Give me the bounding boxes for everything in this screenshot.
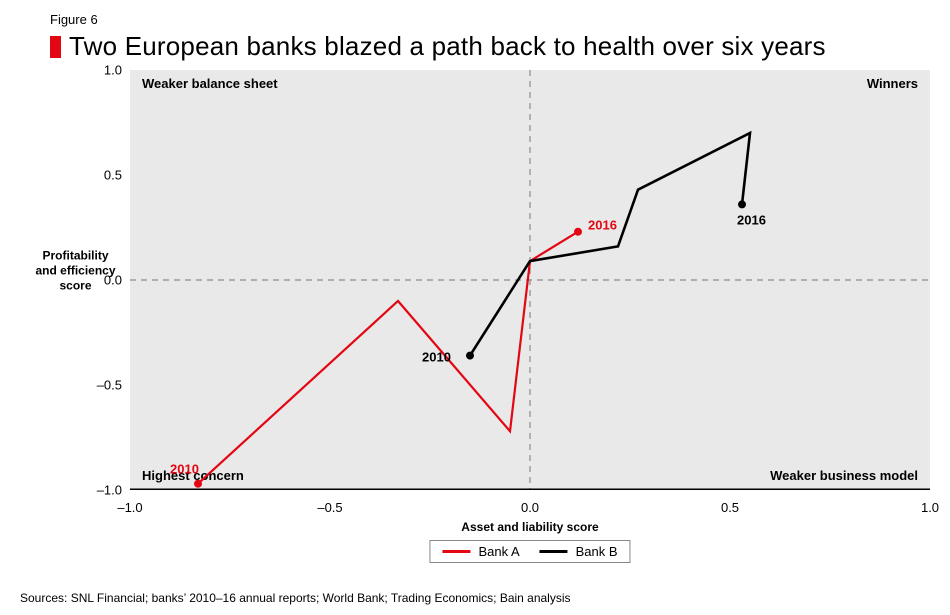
x-tick-label: –1.0 <box>117 500 142 515</box>
y-axis-label-l1: Profitability <box>42 249 108 263</box>
sources-line: Sources: SNL Financial; banks’ 2010–16 a… <box>20 591 571 605</box>
figure-label: Figure 6 <box>50 12 930 27</box>
y-tick-label: –0.5 <box>80 378 122 393</box>
chart-title: Two European banks blazed a path back to… <box>69 31 826 62</box>
legend-swatch-b <box>540 550 568 553</box>
svg-text:2016: 2016 <box>737 212 766 227</box>
y-tick-label: –1.0 <box>80 483 122 498</box>
x-tick-label: –0.5 <box>317 500 342 515</box>
y-tick-label: 0.5 <box>80 168 122 183</box>
svg-text:2010: 2010 <box>170 462 199 477</box>
x-axis-label: Asset and liability score <box>461 520 598 534</box>
svg-text:2010: 2010 <box>422 350 451 365</box>
title-marker <box>50 36 61 58</box>
svg-text:Winners: Winners <box>867 76 918 91</box>
legend-item-bank-a: Bank A <box>442 544 519 559</box>
title-row: Two European banks blazed a path back to… <box>50 31 930 62</box>
x-tick-label: 1.0 <box>921 500 939 515</box>
plot-area: Weaker balance sheetWinnersHighest conce… <box>130 70 930 490</box>
svg-text:Weaker business model: Weaker business model <box>770 468 918 483</box>
svg-text:Weaker balance sheet: Weaker balance sheet <box>142 76 278 91</box>
legend-swatch-a <box>442 550 470 553</box>
legend-label-b: Bank B <box>576 544 618 559</box>
x-tick-label: 0.5 <box>721 500 739 515</box>
legend: Bank A Bank B <box>429 540 630 563</box>
y-tick-label: 1.0 <box>80 63 122 78</box>
legend-item-bank-b: Bank B <box>540 544 618 559</box>
legend-label-a: Bank A <box>478 544 519 559</box>
y-tick-label: 0.0 <box>80 273 122 288</box>
x-tick-label: 0.0 <box>521 500 539 515</box>
svg-text:2016: 2016 <box>588 218 617 233</box>
